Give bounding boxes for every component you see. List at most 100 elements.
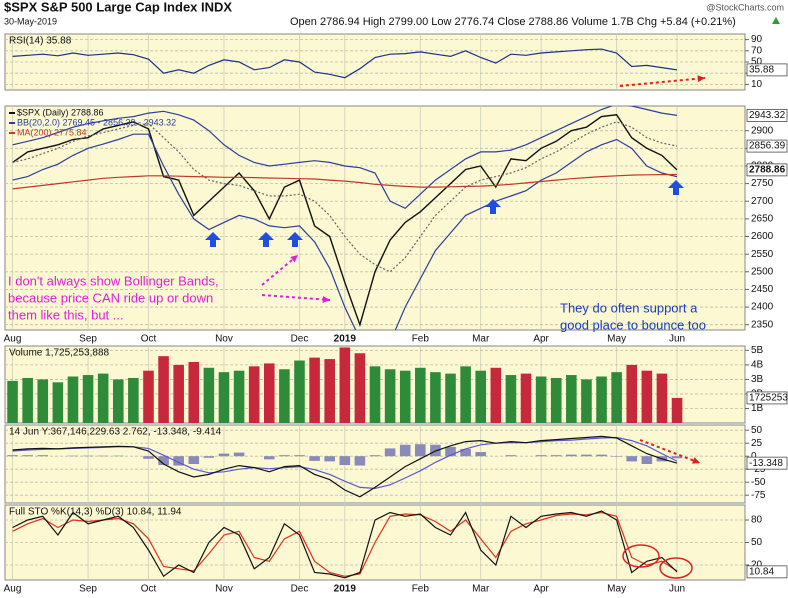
highlight-circle <box>622 544 660 568</box>
histogram-bar <box>566 454 577 457</box>
histogram-bar <box>97 455 109 457</box>
volume-bar <box>158 356 169 423</box>
value-box-label: 35.88 <box>749 65 774 76</box>
volume-bar <box>233 370 245 423</box>
panel-label: 14 Jun Y:367,146,229.63 2.762, -13.348, … <box>9 427 222 438</box>
histogram-bar <box>384 448 396 457</box>
volume-bar <box>399 370 411 423</box>
x-tick-label: Dec <box>291 334 309 345</box>
histogram-bar <box>399 444 411 457</box>
histogram-bar <box>581 454 592 457</box>
y-tick-label: 2450 <box>751 284 774 295</box>
histogram-bar <box>626 456 638 462</box>
histogram-bar <box>112 455 124 457</box>
value-box <box>746 391 788 405</box>
y-tick-label: 2550 <box>751 249 774 260</box>
y-tick-label: 2750 <box>751 178 774 189</box>
volume-bar <box>309 357 320 423</box>
pointer-arrow <box>261 294 331 301</box>
y-tick-label: 5B <box>751 345 764 356</box>
volume-bar <box>203 367 215 423</box>
blue-arrow <box>258 232 274 247</box>
x-tick-label: Mar <box>472 584 490 595</box>
volume-bar <box>248 366 260 423</box>
volume-bar <box>505 375 517 423</box>
histogram-bar <box>535 455 547 457</box>
x-tick-label: Apr <box>533 334 549 345</box>
volume-bar <box>520 373 532 423</box>
plot-area <box>12 48 678 79</box>
volume-bar <box>475 370 486 423</box>
y-tick-label: 4B <box>751 360 764 371</box>
series-line <box>12 510 678 579</box>
volume-bar <box>264 363 275 423</box>
series-line <box>12 106 678 210</box>
histogram-bar <box>354 456 366 466</box>
value-box <box>746 163 788 177</box>
histogram-bar <box>445 446 456 457</box>
volume-bar <box>52 382 64 423</box>
pointer-arrow-head <box>290 255 298 263</box>
histogram-bar <box>203 456 215 458</box>
y-tick-label: 50 <box>751 57 763 68</box>
volume-bar <box>671 397 683 423</box>
y-tick-label: 10 <box>751 79 763 90</box>
y-tick-label: 2350 <box>751 319 774 330</box>
annotation: They do often support a <box>560 300 698 315</box>
panel-label: RSI(14) 35.88 <box>9 36 72 47</box>
volume-bar <box>445 373 456 423</box>
y-tick-label: 2400 <box>751 302 774 313</box>
volume-bar <box>279 369 290 423</box>
histogram-bar <box>460 448 471 457</box>
histogram-bar <box>22 455 33 457</box>
histogram-bar <box>475 452 486 457</box>
histogram-bar <box>82 455 94 457</box>
x-tick-label: Nov <box>215 584 233 595</box>
histogram-bar <box>339 456 351 466</box>
x-tick-label: Jun <box>669 584 685 595</box>
histogram-bar <box>7 455 18 457</box>
volume-bar <box>143 370 154 423</box>
x-tick-label: Mar <box>472 334 490 345</box>
legend-label: BB(20,2.0) 2769.45 - 2856.39 - 2943.32 <box>17 117 176 127</box>
value-box-label: 1725253 <box>749 393 788 404</box>
volume-bar <box>22 377 33 423</box>
annotation: because price CAN ride up or down <box>8 290 213 305</box>
chart-date: 30-May-2019 <box>4 16 57 26</box>
y-tick-label: 20 <box>751 560 763 571</box>
y-tick-label: 2900 <box>751 125 774 136</box>
x-tick-label: Oct <box>141 584 157 595</box>
y-tick-label: -75 <box>751 490 766 501</box>
histogram-bar <box>611 456 622 457</box>
panel <box>4 105 746 331</box>
volume-bar <box>581 379 592 423</box>
histogram-bar <box>233 452 245 457</box>
volume-bar <box>460 366 471 423</box>
volume-bar <box>641 370 653 423</box>
volume-bar <box>535 376 547 423</box>
x-tick-label: May <box>607 584 626 595</box>
annotation: I don't always show Bollinger Bands, <box>8 273 219 288</box>
histogram-bar <box>415 444 426 457</box>
x-tick-label: May <box>607 334 626 345</box>
volume-bar <box>354 353 366 423</box>
volume-bar <box>415 367 426 423</box>
quote: Open 2786.94 High 2799.00 Low 2776.74 Cl… <box>290 16 736 28</box>
volume-bar <box>294 360 305 423</box>
histogram-bar <box>596 454 607 457</box>
y-tick-label: 2700 <box>751 196 774 207</box>
volume-bar <box>566 375 577 423</box>
volume-bar <box>37 379 49 423</box>
volume-bar <box>218 372 230 423</box>
x-tick-label: Jun <box>669 334 685 345</box>
legend-label: $SPX (Daily) 2788.86 <box>17 107 104 117</box>
histogram-bar <box>67 455 79 457</box>
plot-area <box>7 347 683 423</box>
volume-bar <box>596 376 607 423</box>
histogram-bar <box>173 456 184 466</box>
volume-bar <box>384 369 396 423</box>
histogram-bar <box>218 453 230 457</box>
plot-area <box>12 106 678 330</box>
